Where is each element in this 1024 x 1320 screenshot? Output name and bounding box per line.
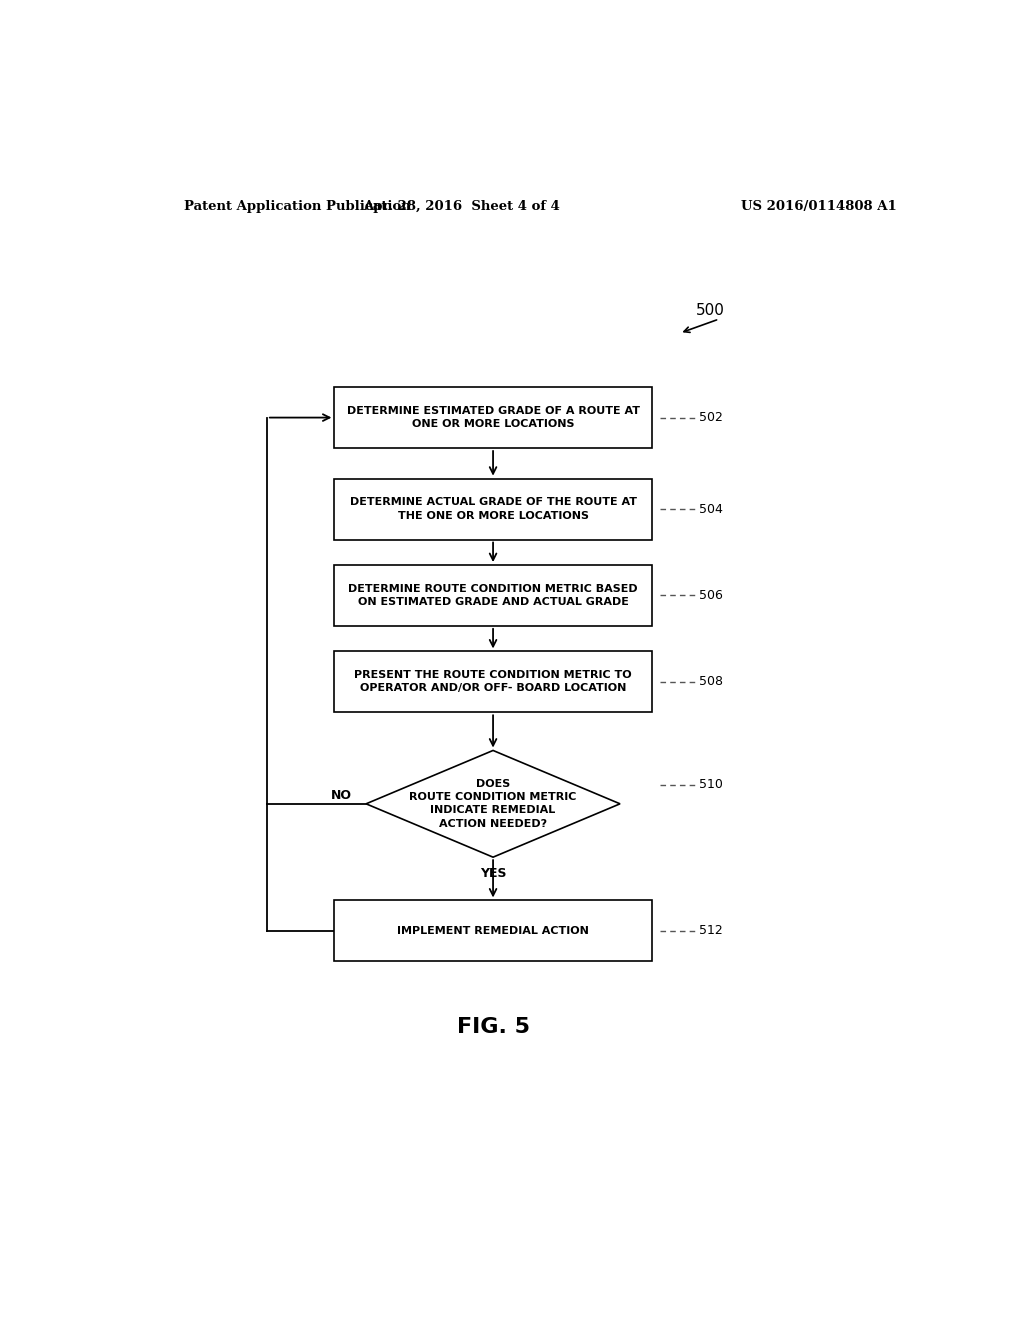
FancyBboxPatch shape	[334, 651, 652, 713]
Text: 508: 508	[699, 676, 723, 688]
Text: FIG. 5: FIG. 5	[457, 1018, 529, 1038]
FancyBboxPatch shape	[334, 387, 652, 447]
Text: DETERMINE ESTIMATED GRADE OF A ROUTE AT
ONE OR MORE LOCATIONS: DETERMINE ESTIMATED GRADE OF A ROUTE AT …	[346, 407, 640, 429]
Text: DETERMINE ACTUAL GRADE OF THE ROUTE AT
THE ONE OR MORE LOCATIONS: DETERMINE ACTUAL GRADE OF THE ROUTE AT T…	[349, 498, 637, 520]
FancyBboxPatch shape	[334, 479, 652, 540]
Text: Apr. 28, 2016  Sheet 4 of 4: Apr. 28, 2016 Sheet 4 of 4	[362, 199, 560, 213]
Text: US 2016/0114808 A1: US 2016/0114808 A1	[740, 199, 896, 213]
Text: PRESENT THE ROUTE CONDITION METRIC TO
OPERATOR AND/OR OFF- BOARD LOCATION: PRESENT THE ROUTE CONDITION METRIC TO OP…	[354, 671, 632, 693]
Text: 510: 510	[699, 777, 723, 791]
FancyBboxPatch shape	[334, 565, 652, 626]
Text: 500: 500	[695, 304, 724, 318]
Text: Patent Application Publication: Patent Application Publication	[183, 199, 411, 213]
Text: IMPLEMENT REMEDIAL ACTION: IMPLEMENT REMEDIAL ACTION	[397, 925, 589, 936]
Text: 502: 502	[699, 411, 723, 424]
Text: 506: 506	[699, 589, 723, 602]
Text: NO: NO	[331, 789, 352, 803]
Text: 504: 504	[699, 503, 723, 516]
Polygon shape	[367, 751, 620, 857]
Text: YES: YES	[480, 867, 506, 880]
Text: 512: 512	[699, 924, 723, 937]
FancyBboxPatch shape	[334, 900, 652, 961]
Text: DETERMINE ROUTE CONDITION METRIC BASED
ON ESTIMATED GRADE AND ACTUAL GRADE: DETERMINE ROUTE CONDITION METRIC BASED O…	[348, 583, 638, 607]
Text: DOES
ROUTE CONDITION METRIC
INDICATE REMEDIAL
ACTION NEEDED?: DOES ROUTE CONDITION METRIC INDICATE REM…	[410, 779, 577, 829]
